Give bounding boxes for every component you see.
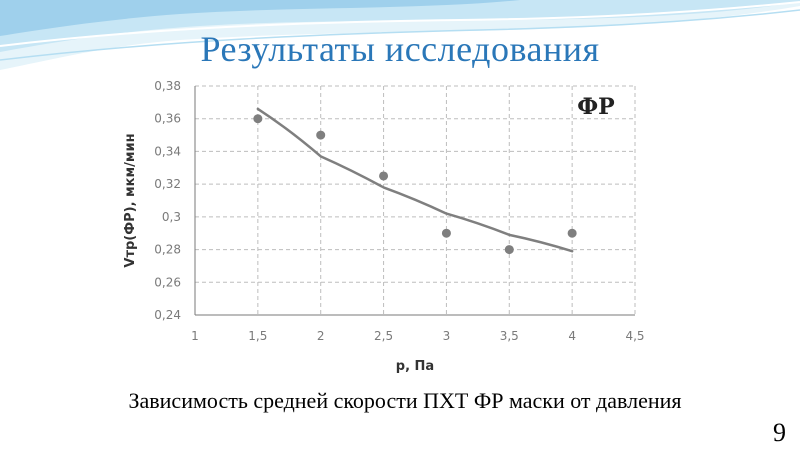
axis-layer [194, 86, 635, 316]
swoosh-stroke [0, 1, 800, 47]
series-badge: ФР [577, 94, 614, 120]
chart-caption: Зависимость средней скорости ПХТ ФР маск… [128, 388, 682, 413]
grid-layer [195, 85, 636, 315]
data-point [253, 114, 263, 124]
y-tick-label: 0,32 [154, 177, 181, 191]
x-tick-label: 2,5 [374, 329, 393, 343]
swoosh-band-mid [0, 0, 800, 52]
data-point [316, 130, 326, 140]
data-point [441, 228, 451, 238]
y-tick-label: 0,24 [154, 308, 181, 322]
x-tick-label: 3 [443, 329, 451, 343]
chart-frame: 1 1,5 2 2,5 3 3,5 4 4,5 0,24 0,26 0,28 0,3 0,32 0,34 0… [116, 74, 668, 380]
y-axis-title: Vтр(ФР), мкм/мин [123, 133, 138, 267]
y-tick-label: 0,34 [154, 144, 181, 158]
swoosh-band-dark [0, 0, 520, 36]
y-tick-label: 0,28 [154, 243, 181, 257]
tick-label-layer: 1 1,5 2 2,5 3 3,5 4 4,5 0,24 0,26 0,28 0,3 0,32 0,34 0… [154, 79, 644, 343]
x-tick-label: 3,5 [500, 329, 519, 343]
y-tick-label: 0,36 [154, 112, 181, 126]
y-tick-label: 0,26 [154, 275, 181, 289]
data-point [379, 171, 389, 181]
slide-number: 9 [773, 418, 786, 447]
x-tick-label: 4 [568, 329, 576, 343]
swoosh-stroke-2 [0, 9, 800, 61]
x-tick-label: 2 [317, 329, 325, 343]
header-swoosh-decoration [0, 0, 800, 70]
data-point-layer [253, 114, 577, 255]
y-tick-label: 0,38 [154, 79, 181, 93]
x-tick-label: 1 [191, 329, 199, 343]
x-axis-title: p, Па [396, 359, 434, 374]
x-tick-label: 1,5 [248, 329, 267, 343]
slide-title: Результаты исследования [200, 29, 600, 69]
data-point [504, 245, 514, 255]
chart: 1 1,5 2 2,5 3 3,5 4 4,5 0,24 0,26 0,28 0,3 0,32 0,34 0… [123, 79, 645, 374]
data-point [567, 228, 577, 238]
x-tick-label: 4,5 [625, 329, 644, 343]
trendline [256, 107, 574, 253]
y-tick-label: 0,3 [162, 210, 181, 224]
trendline-layer [256, 107, 574, 253]
